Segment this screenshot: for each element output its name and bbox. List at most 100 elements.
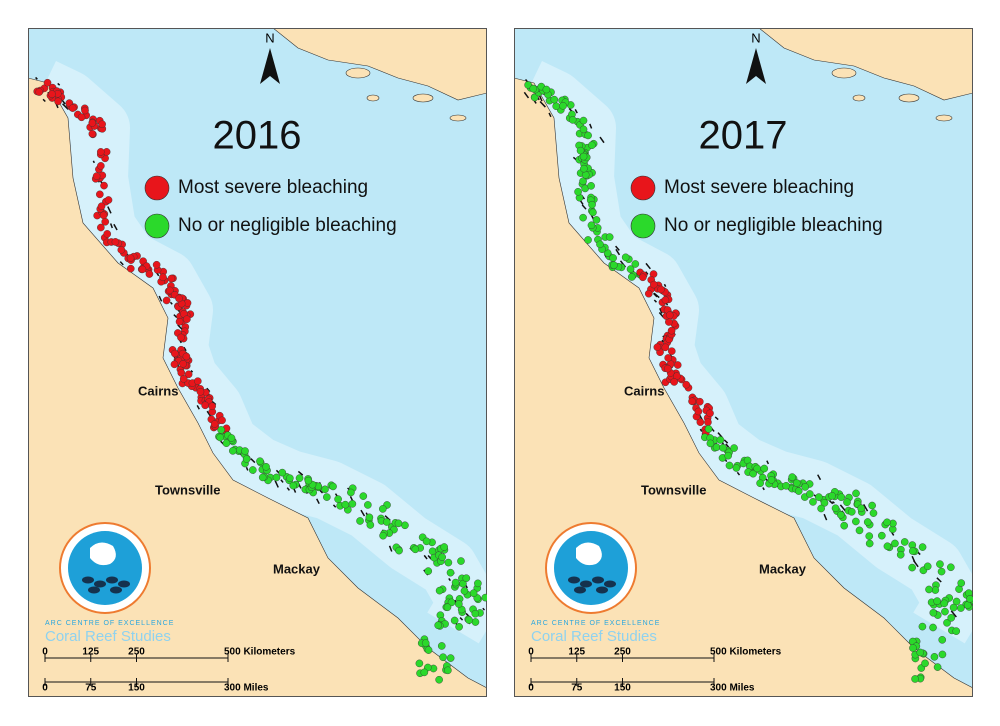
survey-site [443,603,452,612]
survey-site [631,260,640,268]
survey-site [929,608,938,617]
survey-site [704,425,713,433]
reef [736,471,741,476]
survey-site [952,597,961,606]
survey-site [217,426,225,434]
survey-site [878,531,886,540]
survey-site [661,343,670,352]
reef [523,91,530,99]
scale-label: 150 [128,683,145,694]
logo-fish [88,586,100,594]
legend-label: No or negligible bleaching [178,215,397,236]
survey-site [422,537,431,546]
survey-site [550,95,559,104]
survey-site [665,311,674,319]
reef [574,109,578,114]
survey-site [48,90,56,98]
survey-site [657,285,665,294]
survey-site [732,464,741,472]
logo-fish [574,586,586,594]
survey-site [653,343,662,352]
survey-site [455,623,463,631]
logo-land [90,542,116,566]
survey-site [229,447,237,455]
reef [482,607,486,611]
survey-site [54,97,62,106]
survey-site [420,668,429,677]
reef [950,610,957,618]
frame [514,28,973,697]
survey-site [347,488,355,497]
reef [113,223,118,231]
reef [548,112,552,118]
logo-fish [94,580,106,588]
reef [245,466,249,471]
logo-fish [118,580,130,588]
survey-site [424,567,433,575]
survey-site [949,603,958,612]
city-label: Cairns [624,383,664,398]
survey-site [584,131,592,140]
island [449,114,467,122]
survey-site [938,650,947,659]
reef [274,480,279,488]
survey-site [438,553,446,561]
survey-site [908,563,916,572]
survey-site [242,455,251,463]
survey-site [923,562,932,571]
logo-line2: Coral Reef Studies [45,628,171,645]
logo-fish [592,576,604,584]
survey-site [592,216,601,224]
reef [589,123,593,129]
survey-site [439,653,447,662]
survey-site [365,513,374,522]
city-label: Mackay [273,561,321,576]
year-title: 2016 [213,114,302,158]
survey-site [366,521,375,529]
logo-globe [68,531,142,605]
survey-site [626,265,635,273]
reef [42,98,46,103]
survey-site [933,663,942,671]
survey-site [457,557,465,565]
survey-site [241,447,249,455]
survey-site [911,675,919,683]
survey-site [364,501,372,509]
survey-site [966,595,973,603]
survey-site [725,461,734,470]
survey-site [828,492,836,500]
survey-site [896,550,905,559]
reef [360,509,366,517]
logo-fish [106,576,118,584]
survey-site [359,492,368,500]
survey-site [395,546,403,555]
survey-site [817,504,825,513]
reef [388,545,393,552]
survey-site [663,364,672,373]
survey-site [249,466,257,474]
survey-site [682,380,690,389]
survey-site [667,347,676,355]
survey-site [952,627,961,635]
year-title: 2017 [699,114,788,158]
reef [316,498,320,505]
survey-site [126,254,135,262]
north-arrow [260,48,280,84]
survey-site [138,265,147,274]
survey-site [815,493,823,501]
reef [615,248,621,256]
reef [119,261,124,266]
reef [250,458,256,464]
legend-swatch [630,175,656,201]
survey-site [579,116,588,125]
survey-site [788,473,797,481]
reef [699,428,703,432]
survey-site [929,623,937,632]
survey-site [756,479,764,488]
survey-site [852,517,860,526]
scale-label: 500 Kilometers [710,647,782,658]
scale-label: 75 [85,683,97,694]
survey-site [865,532,874,540]
reef [817,474,822,481]
survey-site [104,196,113,204]
